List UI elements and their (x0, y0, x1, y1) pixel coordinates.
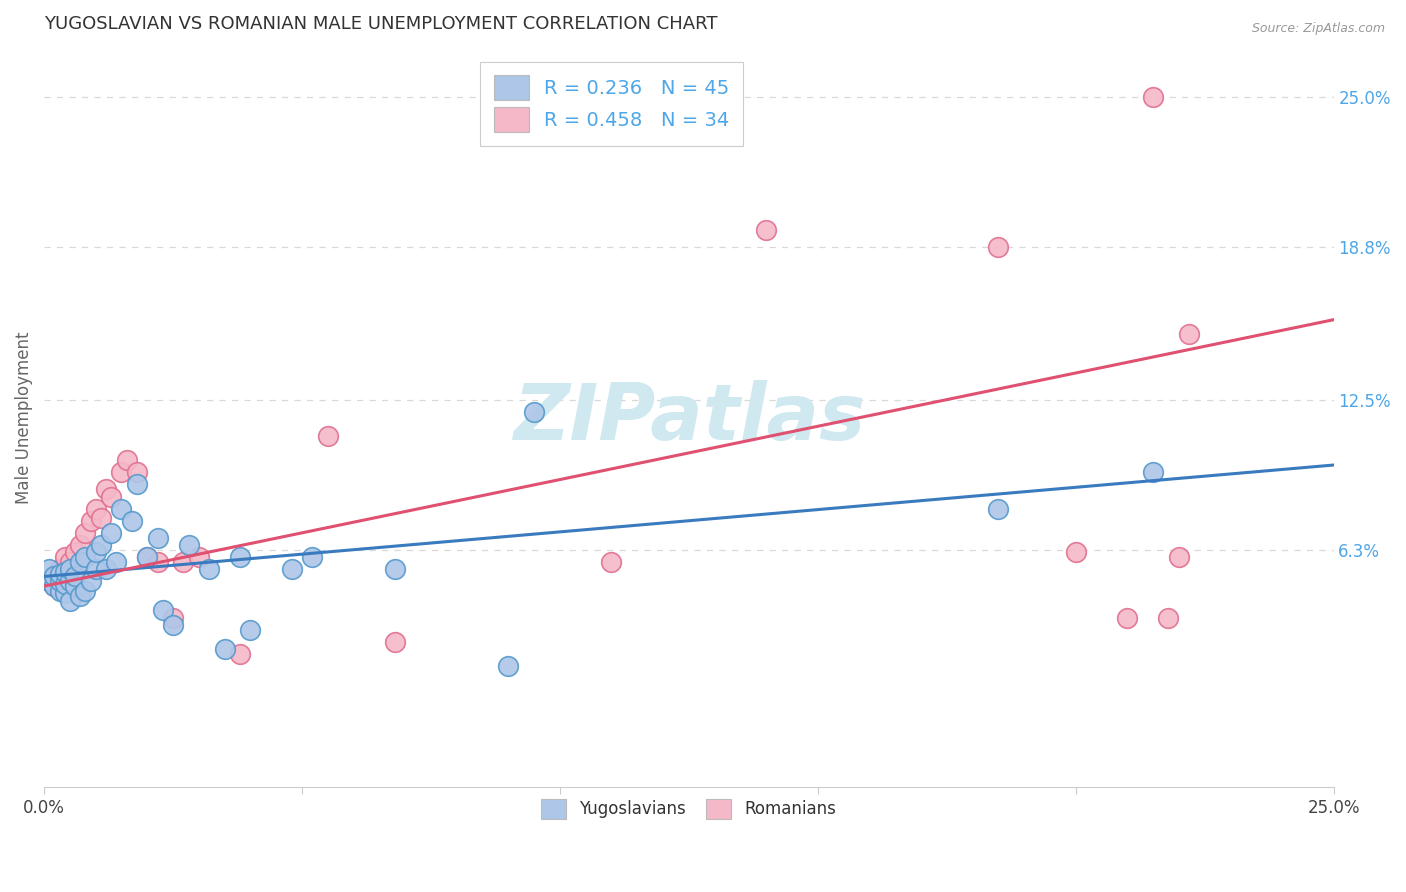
Text: ZIPatlas: ZIPatlas (513, 380, 865, 456)
Point (69, 538, 91, 552)
Point (84, 545, 107, 559)
Point (59, 555, 82, 569)
Point (1142, 465, 1164, 479)
Point (1064, 545, 1087, 559)
Point (53, 565, 76, 579)
Point (110, 465, 132, 479)
Point (75, 525, 97, 540)
Point (38, 574, 60, 589)
Point (44, 579, 66, 593)
Point (100, 525, 122, 540)
Point (187, 550, 209, 565)
Point (1116, 610, 1139, 624)
Point (63, 579, 86, 593)
Point (44, 569, 66, 583)
Point (69, 589, 91, 603)
Point (280, 562, 302, 576)
Point (75, 550, 97, 565)
Point (498, 659, 520, 673)
Point (301, 550, 323, 565)
Point (316, 429, 339, 443)
Point (384, 562, 406, 576)
Point (172, 555, 194, 569)
Point (162, 610, 184, 624)
Legend: Yugoslavians, Romanians: Yugoslavians, Romanians (533, 791, 845, 827)
Point (523, 405, 546, 419)
Point (987, 501, 1010, 516)
Point (90, 511, 112, 525)
Point (146, 555, 169, 569)
Point (69, 555, 91, 569)
Point (59, 562, 82, 576)
Point (94, 562, 117, 576)
Point (1157, 610, 1180, 624)
Point (53, 550, 76, 565)
Point (53, 576, 76, 591)
Point (48, 562, 70, 576)
Point (987, 240, 1010, 254)
Text: Source: ZipAtlas.com: Source: ZipAtlas.com (1251, 22, 1385, 36)
Point (84, 501, 107, 516)
Point (94, 482, 117, 496)
Point (177, 538, 200, 552)
Point (75, 584, 97, 599)
Point (38, 574, 60, 589)
Point (121, 514, 143, 528)
Point (105, 555, 128, 569)
Point (1142, 90, 1164, 104)
Point (79, 514, 101, 528)
Point (90, 538, 112, 552)
Point (44, 579, 66, 593)
Point (755, 223, 778, 237)
Point (229, 550, 252, 565)
Point (146, 531, 169, 545)
Point (384, 635, 406, 649)
Point (48, 567, 70, 582)
Point (100, 490, 122, 504)
Point (59, 574, 82, 589)
Point (1178, 327, 1201, 342)
Point (214, 642, 236, 657)
Point (198, 562, 221, 576)
Point (84, 562, 107, 576)
Point (136, 550, 159, 565)
Point (115, 453, 138, 467)
Point (162, 618, 184, 632)
Point (38, 562, 60, 576)
Point (229, 647, 252, 661)
Point (63, 545, 86, 559)
Point (63, 569, 86, 583)
Point (1167, 550, 1189, 565)
Point (79, 574, 101, 589)
Point (48, 584, 70, 599)
Point (125, 465, 148, 479)
Point (48, 574, 70, 589)
Y-axis label: Male Unemployment: Male Unemployment (15, 332, 32, 504)
Point (53, 586, 76, 600)
Point (44, 569, 66, 583)
Point (59, 593, 82, 607)
Point (600, 555, 623, 569)
Point (152, 603, 174, 617)
Point (125, 477, 148, 491)
Text: YUGOSLAVIAN VS ROMANIAN MALE UNEMPLOYMENT CORRELATION CHART: YUGOSLAVIAN VS ROMANIAN MALE UNEMPLOYMEN… (44, 15, 717, 33)
Point (136, 550, 159, 565)
Point (110, 501, 132, 516)
Point (239, 623, 262, 637)
